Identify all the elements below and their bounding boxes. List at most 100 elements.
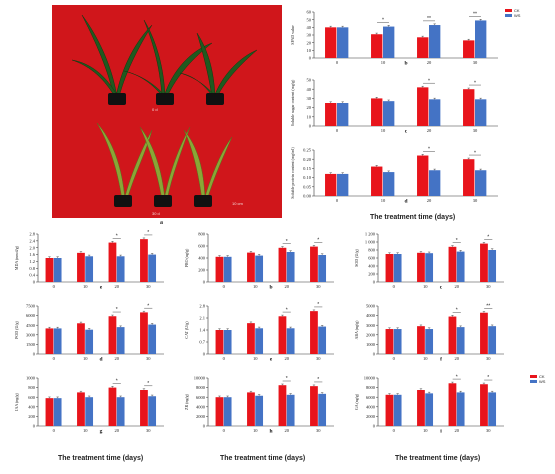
y-tick-label: 800 — [28, 385, 36, 390]
chart-sod: 0 200 400 600 800 1 000 1 200 SOD (U/g) 0 10 20 * 30… — [350, 228, 510, 294]
bar-ck — [310, 311, 318, 354]
x-tick-label: 30 — [316, 428, 321, 433]
y-tick-label: 6000 — [366, 395, 376, 400]
plant-photo-drawing — [71, 14, 258, 207]
bar-ck — [77, 323, 85, 354]
bar-ws — [148, 324, 157, 354]
bar-ws — [429, 25, 441, 58]
panel-letter: b — [404, 61, 407, 67]
y-tick-label: 600 — [198, 244, 206, 249]
x-tick-label: 0 — [393, 284, 396, 289]
chart-svg: 0 2000 4000 6000 8000 10000 ZR (ng/g) 0 10 20 * 30 *… — [184, 376, 334, 435]
panel-letter: g — [100, 429, 103, 435]
panel-letter: c — [405, 129, 408, 135]
x-tick-label: 30 — [473, 128, 478, 133]
legend-bottom: CK WS — [530, 374, 545, 384]
y-tick-label: 0 — [309, 124, 312, 129]
bar-ck — [385, 394, 394, 426]
bar-ws — [148, 254, 157, 282]
bar-ck — [140, 390, 148, 426]
significance-label: * — [428, 78, 430, 84]
significance-label: * — [286, 307, 288, 313]
bar-ws — [318, 255, 327, 282]
panel-letter: f — [440, 357, 442, 363]
chart-svg: 0 0.7 1.4 2.1 2.8 CAT (U/g) 0 10 20 * 30 * e — [184, 302, 334, 363]
x-tick-label: 20 — [285, 284, 290, 289]
y-tick-label: 0 — [203, 280, 206, 285]
y-tick-label: 200 — [28, 414, 36, 419]
bar-ck — [448, 383, 457, 426]
chart-zr: 0 2000 4000 6000 8000 10000 ZR (ng/g) 0 10 20 * 30 *… — [180, 372, 340, 438]
bar-ws — [383, 172, 395, 196]
photo-scale-label: 10 cm — [232, 201, 243, 206]
x-axis-title-top: The treatment time (days) — [370, 214, 456, 221]
x-tick-label: 10 — [423, 356, 428, 361]
y-tick-label: 2.8 — [29, 232, 35, 237]
chart-pro: 0 200 400 600 800 PRO (ug/g) 0 10 20 * 30 * b — [180, 228, 340, 294]
panel-letter-a: a — [160, 220, 163, 226]
significance-label: * — [428, 147, 430, 153]
y-axis-label: PRO (ug/g) — [184, 248, 189, 267]
bar-ws — [337, 173, 349, 196]
bar-ws — [383, 26, 395, 58]
x-tick-label: 30 — [316, 356, 321, 361]
bar-ck — [463, 40, 475, 58]
chart-svg: 0 1500 3000 4500 6000 7500 POD (U/g) 0 10 20 * 30 * d — [14, 303, 164, 363]
x-tick-label: 30 — [146, 356, 151, 361]
significance-label: * — [286, 239, 288, 245]
y-tick-label: 1.6 — [29, 252, 35, 257]
y-tick-label: 2.1 — [199, 316, 205, 321]
bar-ck — [417, 87, 429, 126]
x-axis-title-bottom-mid: The treatment time (days) — [220, 455, 306, 462]
x-tick-label: 10 — [83, 284, 88, 289]
panel-letter: c — [440, 285, 443, 291]
significance-label: * — [317, 377, 319, 383]
photo-label-bottom: 30 d — [152, 211, 160, 216]
y-tick-label: 30 — [307, 96, 312, 101]
bar-ws — [429, 170, 441, 196]
bar-ck — [215, 330, 224, 354]
x-tick-label: 30 — [473, 198, 478, 203]
y-tick-label: 1000 — [26, 376, 36, 381]
significance-label: * — [487, 235, 489, 241]
y-tick-label: 4500 — [26, 323, 36, 328]
x-tick-label: 10 — [83, 428, 88, 433]
y-tick-label: 2000 — [366, 414, 376, 419]
y-tick-label: 10 — [307, 48, 312, 53]
x-tick-label: 30 — [486, 356, 491, 361]
bar-ck — [417, 155, 429, 196]
bar-ck — [140, 239, 148, 282]
bar-ws — [393, 329, 402, 354]
y-tick-label: 0.00 — [303, 194, 312, 199]
y-axis-label: Soluble sugar content (mg/g) — [290, 79, 295, 126]
bar-ws — [116, 256, 125, 282]
y-tick-label: 8000 — [366, 385, 376, 390]
x-tick-label: 30 — [146, 284, 151, 289]
bar-ck — [278, 316, 287, 354]
y-tick-label: 7500 — [26, 304, 36, 309]
y-tick-label: 0 — [309, 56, 312, 61]
significance-label: * — [116, 307, 118, 313]
x-tick-label: 20 — [455, 284, 460, 289]
y-tick-label: 50 — [307, 78, 312, 83]
y-tick-label: 0 — [203, 424, 206, 429]
x-tick-label: 10 — [423, 284, 428, 289]
y-tick-label: 4000 — [366, 404, 376, 409]
y-tick-label: 2.8 — [199, 304, 205, 309]
y-tick-label: 20 — [307, 40, 312, 45]
y-tick-label: 2.4 — [29, 238, 35, 243]
x-tick-label: 0 — [336, 60, 339, 65]
y-tick-label: 3000 — [26, 332, 36, 337]
bar-ws — [255, 255, 264, 282]
chart-mda: 0 0.4 0.8 1.2 1.6 2.0 2.4 2.8 MDA (nmol/g) 0 10 20 *… — [10, 228, 170, 294]
y-tick-label: 1000 — [366, 342, 376, 347]
significance-label: * — [317, 302, 319, 308]
x-tick-label: 10 — [253, 428, 258, 433]
chart-soluble-sugar: 0 10 20 30 40 50 Soluble sugar content (mg/g) 0… — [286, 74, 504, 140]
bar-ck — [45, 398, 54, 426]
bar-ws — [85, 397, 94, 426]
y-tick-label: 0.10 — [303, 175, 312, 180]
x-tick-label: 20 — [285, 428, 290, 433]
y-tick-label: 0.20 — [303, 157, 312, 162]
bar-ws — [255, 395, 264, 426]
